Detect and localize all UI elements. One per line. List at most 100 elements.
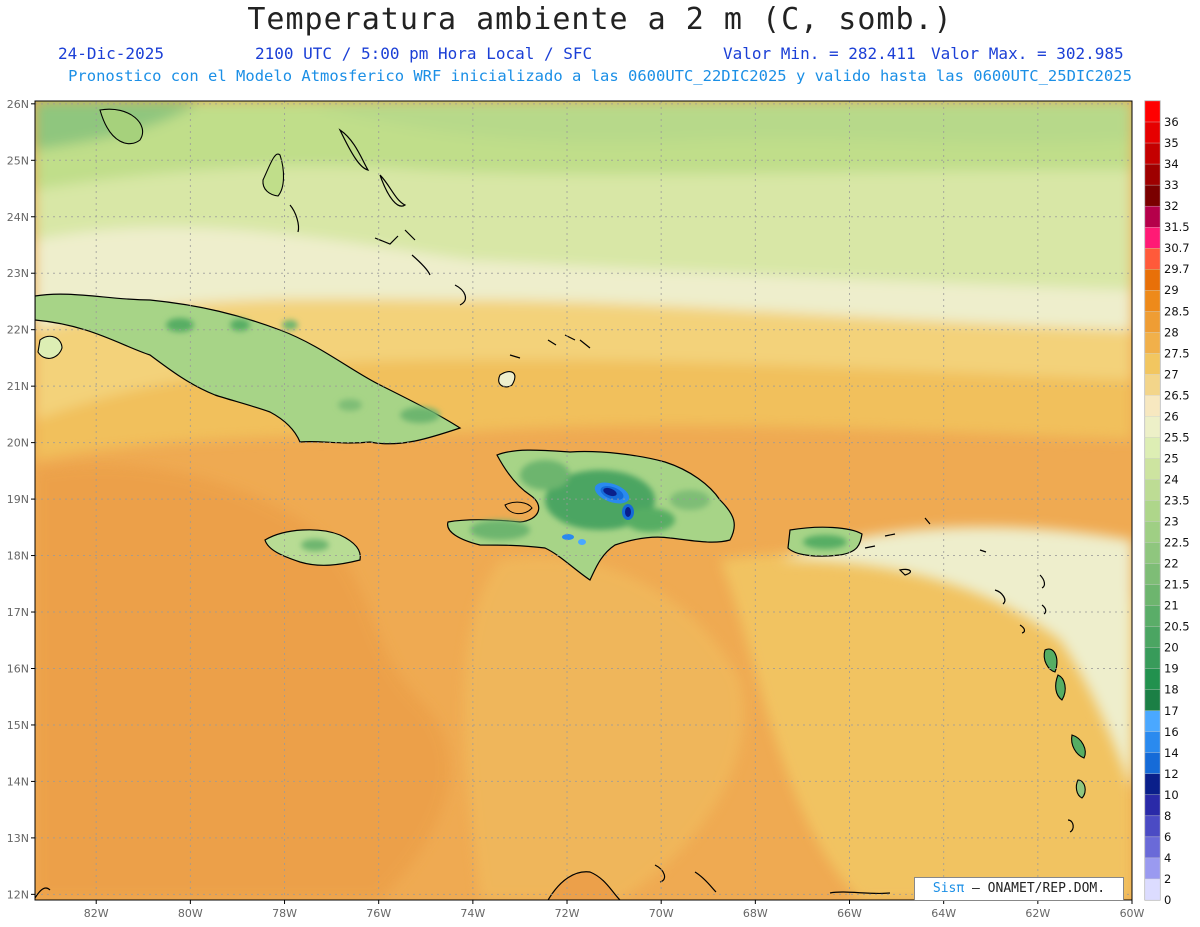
legend-swatch bbox=[1144, 227, 1161, 249]
legend-label: 21.5 bbox=[1164, 578, 1190, 592]
legend-swatch bbox=[1144, 142, 1161, 165]
credit-text: – ONAMET/REP.DOM. bbox=[964, 881, 1106, 896]
legend-label: 35 bbox=[1164, 136, 1179, 150]
legend-label: 6 bbox=[1164, 830, 1171, 844]
legend-label: 4 bbox=[1164, 851, 1171, 865]
lon-label-72w: 72W bbox=[555, 907, 580, 920]
legend-swatch bbox=[1144, 878, 1161, 901]
legend-swatch bbox=[1144, 563, 1161, 585]
legend-swatch bbox=[1144, 605, 1161, 627]
lat-label-14n: 14N bbox=[7, 775, 29, 788]
legend-label: 23 bbox=[1164, 515, 1179, 529]
lat-label-19n: 19N bbox=[7, 493, 29, 506]
lon-label-76w: 76W bbox=[366, 907, 391, 920]
legend-label: 8 bbox=[1164, 809, 1171, 823]
legend-label: 0 bbox=[1164, 893, 1171, 907]
legend-label: 36 bbox=[1164, 115, 1179, 129]
forecast-date: 24-Dic-2025 bbox=[58, 44, 164, 63]
legend-swatch bbox=[1144, 437, 1161, 459]
legend-label: 22 bbox=[1164, 557, 1179, 571]
lat-label-23n: 23N bbox=[7, 267, 29, 280]
legend-label: 27.5 bbox=[1164, 346, 1190, 360]
legend-label: 29 bbox=[1164, 283, 1179, 297]
legend-label: 22.5 bbox=[1164, 536, 1190, 550]
legend-swatch bbox=[1144, 184, 1161, 207]
legend-label: 20.5 bbox=[1164, 620, 1190, 634]
legend-label: 23.5 bbox=[1164, 494, 1190, 508]
lat-label-25n: 25N bbox=[7, 154, 29, 167]
temperature-map: 26N 25N 24N 23N 22N 21N 20N 19N 18N 17N 16N 15N 14N 1… bbox=[7, 98, 1190, 920]
sispi-logo: Sisπ bbox=[932, 881, 965, 896]
legend-swatch bbox=[1144, 857, 1161, 880]
terrain-shading bbox=[166, 318, 847, 551]
legend-label: 2 bbox=[1164, 872, 1171, 886]
legend-swatch bbox=[1144, 647, 1161, 669]
legend-swatch bbox=[1144, 500, 1161, 522]
lon-label-62w: 62W bbox=[1025, 907, 1050, 920]
legend-label: 10 bbox=[1164, 788, 1179, 802]
legend-label: 30.7 bbox=[1164, 241, 1190, 255]
legend-label: 32 bbox=[1164, 199, 1179, 213]
legend-label: 16 bbox=[1164, 725, 1179, 739]
latitude-labels: 26N 25N 24N 23N 22N 21N 20N 19N 18N 17N 16N 15N 14N 1… bbox=[7, 98, 35, 901]
legend-label: 28 bbox=[1164, 325, 1179, 339]
legend-swatch bbox=[1144, 205, 1161, 228]
legend-swatch bbox=[1144, 668, 1161, 690]
legend-swatch bbox=[1144, 395, 1161, 417]
lon-label-66w: 66W bbox=[837, 907, 862, 920]
credit-box: Sisπ – ONAMET/REP.DOM. bbox=[914, 877, 1124, 901]
legend-swatch bbox=[1144, 269, 1161, 291]
plot-frame bbox=[34, 100, 1133, 901]
legend-swatch bbox=[1144, 374, 1161, 396]
legend-label: 33 bbox=[1164, 178, 1179, 192]
lat-label-22n: 22N bbox=[7, 324, 29, 337]
legend-swatch bbox=[1144, 626, 1161, 648]
lon-label-70w: 70W bbox=[649, 907, 674, 920]
legend-label: 20 bbox=[1164, 641, 1179, 655]
legend-label: 26 bbox=[1164, 409, 1179, 423]
legend-swatch bbox=[1144, 794, 1161, 817]
lat-label-12n: 12N bbox=[7, 888, 29, 901]
lon-label-60w: 60W bbox=[1120, 907, 1145, 920]
legend-swatch bbox=[1144, 815, 1161, 838]
legend-label: 28.5 bbox=[1164, 304, 1190, 318]
gridlines bbox=[35, 101, 1132, 900]
lat-label-16n: 16N bbox=[7, 662, 29, 675]
lon-label-64w: 64W bbox=[931, 907, 956, 920]
lat-label-17n: 17N bbox=[7, 606, 29, 619]
lat-label-20n: 20N bbox=[7, 437, 29, 450]
lat-label-24n: 24N bbox=[7, 211, 29, 224]
legend-swatch bbox=[1144, 290, 1161, 312]
legend-swatch bbox=[1144, 521, 1161, 543]
legend-label: 14 bbox=[1164, 746, 1179, 760]
time-info: 2100 UTC / 5:00 pm Hora Local / SFC bbox=[255, 44, 593, 63]
lat-label-26n: 26N bbox=[7, 98, 29, 111]
color-legend: 363534333231.530.729.72928.52827.52726.5… bbox=[1144, 100, 1190, 907]
legend-label: 25 bbox=[1164, 451, 1179, 465]
legend-label: 29.7 bbox=[1164, 262, 1190, 276]
legend-swatch bbox=[1144, 248, 1161, 270]
legend-swatch bbox=[1144, 752, 1161, 774]
legend-label: 21 bbox=[1164, 599, 1179, 613]
legend-swatch bbox=[1144, 121, 1161, 144]
min-value: Valor Min. = 282.411 bbox=[723, 44, 916, 63]
legend-swatch bbox=[1144, 163, 1161, 186]
legend-swatch bbox=[1144, 836, 1161, 859]
legend-swatch bbox=[1144, 332, 1161, 354]
legend-swatch bbox=[1144, 584, 1161, 606]
legend-label: 26.5 bbox=[1164, 388, 1190, 402]
legend-swatch bbox=[1144, 458, 1161, 480]
legend-label: 25.5 bbox=[1164, 430, 1190, 444]
map-title: Temperatura ambiente a 2 m (C, somb.) bbox=[247, 2, 953, 37]
forecast-info: Pronostico con el Modelo Atmosferico WRF… bbox=[68, 67, 1132, 85]
legend-swatch bbox=[1144, 479, 1161, 501]
high-peaks bbox=[562, 482, 634, 545]
lon-label-68w: 68W bbox=[743, 907, 768, 920]
legend-swatch bbox=[1144, 731, 1161, 753]
legend-label: 24 bbox=[1164, 472, 1179, 486]
lat-label-15n: 15N bbox=[7, 719, 29, 732]
legend-label: 18 bbox=[1164, 683, 1179, 697]
legend-swatch bbox=[1144, 710, 1161, 732]
lon-label-80w: 80W bbox=[178, 907, 203, 920]
legend-label: 27 bbox=[1164, 367, 1179, 381]
